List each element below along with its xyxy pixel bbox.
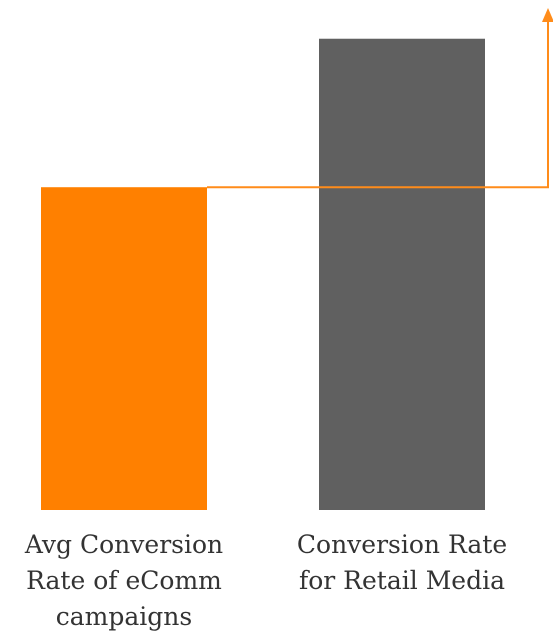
bar-avg-conversion	[41, 187, 207, 510]
annotation-group	[207, 8, 553, 189]
bars-group	[41, 38, 485, 510]
category-label-retail-media: Conversion Rate for Retail Media	[296, 530, 508, 595]
annotation-arrowhead	[542, 8, 553, 22]
annotation-arrow-line	[207, 20, 549, 189]
bar-retail-media	[319, 38, 485, 510]
category-label-avg-conversion: Avg Conversion Rate of eComm campaigns	[24, 530, 224, 631]
